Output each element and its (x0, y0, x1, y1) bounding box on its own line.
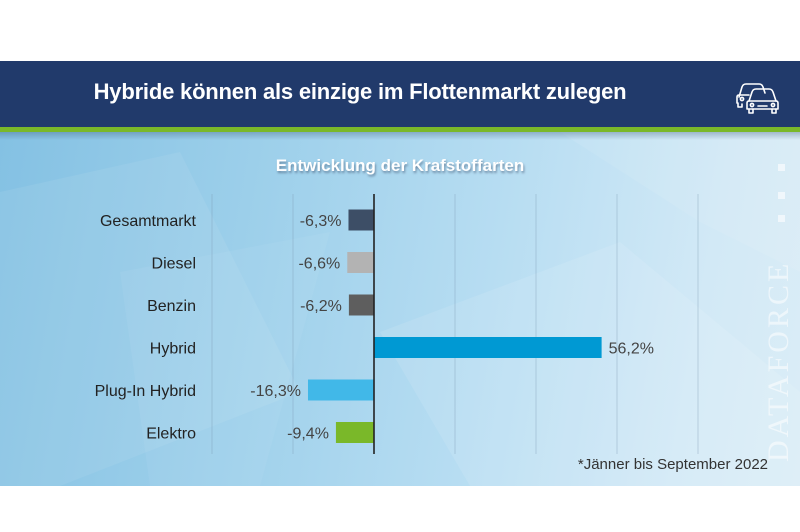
category-label: Gesamtmarkt (100, 213, 197, 230)
data-label: -6,2% (300, 298, 342, 315)
chart-header-title: Hybride können als einzige im Flottenmar… (93, 79, 627, 104)
data-label: -6,3% (300, 213, 342, 230)
data-label: -9,4% (287, 426, 329, 443)
watermark-square (778, 215, 785, 222)
category-label: Elektro (146, 426, 196, 443)
watermark-square (778, 164, 785, 171)
panel-shadow (0, 132, 800, 140)
category-label: Plug-In Hybrid (95, 383, 196, 400)
category-label: Hybrid (150, 341, 196, 358)
accent-line (0, 127, 800, 132)
bar-benzin (348, 294, 374, 316)
chart-panel: Entwicklung der Krafstoffarten Gesamtmar… (0, 132, 800, 486)
cars-icon (736, 83, 779, 114)
bar-hybrid (374, 337, 602, 358)
bar-plug-in-hybrid (307, 379, 374, 401)
bar-diesel (347, 252, 374, 273)
data-label: 56,2% (609, 341, 654, 358)
data-label: -16,3% (250, 383, 301, 400)
category-label: Benzin (147, 298, 196, 315)
bar-gesamtmarkt (348, 209, 374, 231)
watermark-text: DATAFORCE (762, 260, 795, 462)
data-label: -6,6% (298, 256, 340, 273)
footnote: *Jänner bis September 2022 (577, 456, 768, 473)
chart-title: Entwicklung der Krafstoffarten (275, 156, 525, 175)
watermark-square (778, 192, 785, 199)
category-label: Diesel (152, 256, 196, 273)
bar-chart: Gesamtmarkt -6,3% Diesel -6,6% Benzin -6,2% Hy… (95, 194, 699, 454)
bar-elektro (335, 422, 374, 443)
background-facets (0, 132, 800, 486)
header-banner: Hybride können als einzige im Flottenmar… (0, 61, 800, 127)
